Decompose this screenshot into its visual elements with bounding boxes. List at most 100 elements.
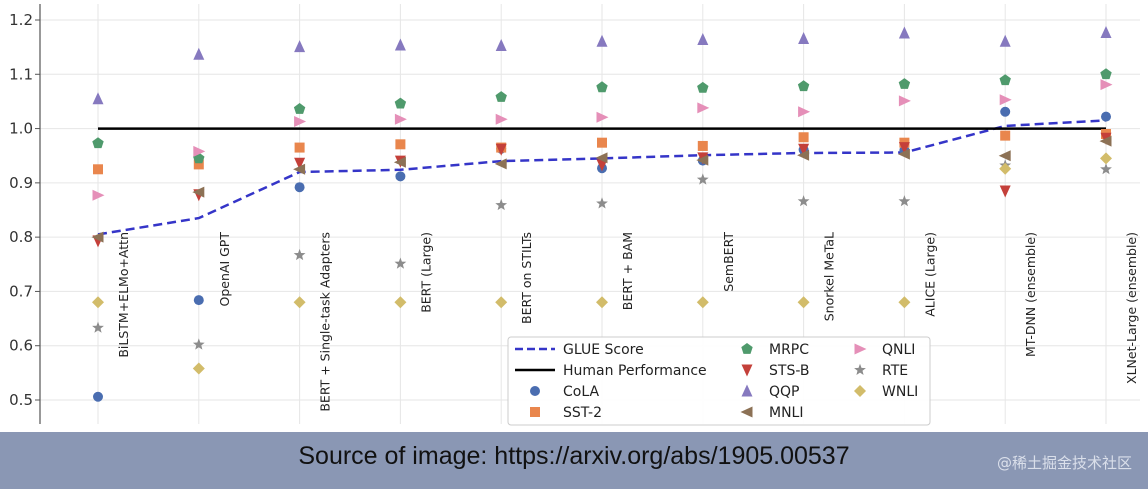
point-mnli	[897, 148, 910, 160]
point-qqp	[495, 39, 507, 51]
point-mnli	[998, 150, 1011, 162]
legend-swatch-qqp	[741, 384, 753, 397]
watermark: @稀土掘金技术社区	[996, 454, 1132, 472]
y-tick-label: 0.5	[9, 391, 33, 409]
legend-label-sst-2: SST-2	[563, 405, 602, 421]
y-tick-label: 1.1	[9, 65, 33, 83]
category-label-bert-large: BERT (Large)	[418, 232, 433, 313]
point-qqp	[898, 26, 910, 39]
point-sst-2	[193, 159, 204, 170]
point-sst-2	[294, 142, 305, 153]
series-markers	[91, 26, 1113, 402]
category-label-xlnet-large-ensemble: XLNet-Large (ensemble)	[1124, 232, 1139, 384]
point-rte	[596, 197, 608, 209]
point-mrpc	[898, 78, 911, 89]
y-axis: 0.5 0.6 0.7 0.8 0.9 1.0 1.1 1.2	[9, 4, 41, 424]
point-qqp	[999, 34, 1011, 47]
legend-label-glue-score: GLUE Score	[563, 342, 644, 358]
legend-label-mrpc: MRPC	[769, 342, 809, 358]
glue-benchmark-chart: 0.5 0.6 0.7 0.8 0.9 1.0 1.1 1.2 BiLSTM+ELMo+Att…	[9, 4, 1140, 426]
category-label-snorkel-metal: Snorkel MeTaL	[822, 232, 837, 321]
point-qqp	[1100, 26, 1112, 38]
legend-label-mnli: MNLI	[769, 405, 803, 421]
point-rte	[495, 198, 508, 211]
point-wnli	[192, 362, 205, 375]
point-mnli	[192, 186, 205, 198]
point-qnli	[898, 95, 911, 107]
point-wnli	[696, 296, 709, 309]
y-tick-label: 0.9	[9, 174, 33, 192]
point-qnli	[1100, 79, 1113, 91]
point-qqp	[394, 38, 406, 51]
legend-swatch-mrpc	[741, 343, 753, 354]
legend-label-wnli: WNLI	[882, 384, 918, 400]
category-labels: BiLSTM+ELMo+Attn OpenAI GPT BERT + Single-…	[116, 232, 1139, 412]
point-rte	[1100, 163, 1112, 175]
legend-swatch-sts-b	[741, 364, 753, 377]
point-sts-b	[294, 157, 306, 170]
point-qnli	[92, 189, 105, 201]
point-wnli	[394, 296, 407, 309]
point-mnli	[595, 152, 608, 164]
point-rte	[898, 195, 911, 207]
legend-swatch-cola	[530, 386, 540, 396]
point-sts-b	[999, 185, 1011, 198]
point-mrpc	[92, 137, 104, 149]
legend-swatch-mnli	[740, 406, 753, 418]
legend-label-qqp: QQP	[769, 384, 799, 400]
point-mrpc	[1100, 68, 1112, 80]
point-wnli	[293, 296, 306, 309]
point-sst-2	[697, 140, 708, 151]
point-qnli	[193, 145, 206, 157]
point-mrpc	[999, 74, 1011, 86]
point-qnli	[394, 113, 407, 125]
y-tick-label: 1.0	[9, 120, 33, 138]
legend-swatch-qnli	[854, 343, 867, 355]
point-mrpc	[697, 81, 709, 93]
point-qqp	[294, 40, 306, 53]
y-tick-label: 0.8	[9, 228, 33, 246]
point-mnli	[393, 156, 406, 168]
image-source-caption: Source of image: https://arxiv.org/abs/1…	[298, 442, 850, 470]
y-tick-label: 1.2	[9, 11, 33, 29]
point-qqp	[798, 32, 810, 44]
category-label-openai-gpt: OpenAI GPT	[217, 232, 232, 307]
legend-label-human-performance: Human Performance	[563, 363, 707, 379]
point-qnli	[999, 94, 1012, 106]
point-wnli	[797, 296, 810, 309]
point-mnli	[1099, 135, 1112, 147]
point-mnli	[494, 158, 507, 170]
category-label-mt-dnn-ensemble: MT-DNN (ensemble)	[1023, 232, 1038, 357]
point-rte	[797, 195, 810, 207]
y-tick-label: 0.6	[9, 337, 33, 355]
series-line-glue-score	[97, 119, 1107, 236]
point-mnli	[696, 154, 709, 166]
point-cola	[294, 182, 305, 193]
point-rte	[696, 173, 709, 185]
point-rte	[92, 321, 104, 333]
point-sts-b	[495, 143, 507, 156]
point-mrpc	[293, 103, 306, 114]
point-rte	[394, 257, 407, 269]
category-label-bilstm-elmo-attn: BiLSTM+ELMo+Attn	[116, 232, 131, 358]
category-label-bert-on-stilts: BERT on STILTs	[519, 232, 534, 324]
legend-label-sts-b: STS-B	[769, 363, 809, 379]
point-sst-2	[798, 132, 809, 143]
point-sts-b	[898, 142, 910, 155]
legend-label-qnli: QNLI	[882, 342, 915, 358]
point-wnli	[92, 296, 104, 309]
point-sst-2	[1000, 130, 1011, 141]
point-cola	[1000, 106, 1011, 117]
point-cola	[1101, 111, 1111, 122]
legend-swatch-sst-2	[530, 407, 540, 417]
legend-label-cola: CoLA	[563, 384, 599, 400]
category-label-bert-bam: BERT + BAM	[620, 232, 635, 310]
legend-swatch-wnli	[854, 385, 866, 397]
point-qnli	[798, 106, 811, 118]
legend-box	[507, 336, 931, 426]
point-wnli	[495, 296, 508, 309]
point-qqp	[193, 47, 205, 60]
point-wnli	[1100, 152, 1112, 165]
point-qqp	[697, 33, 709, 45]
point-qnli	[697, 102, 710, 114]
